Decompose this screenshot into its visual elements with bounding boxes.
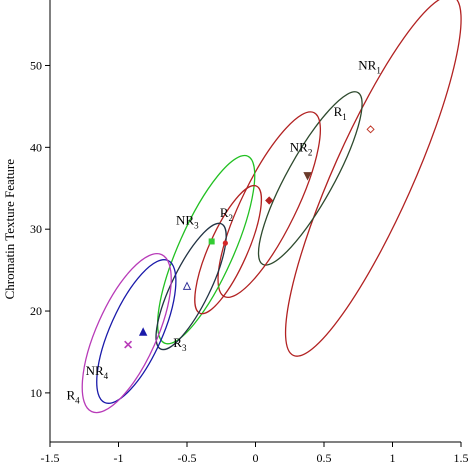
plot-area: NR1 R1 NR2 NR3 R2 R3 NR4 R4: [66, 0, 462, 414]
x-tick-label: -1.5: [41, 451, 60, 465]
group-label-nr4: NR4: [86, 363, 109, 381]
ellipse-nr1: [284, 0, 462, 357]
group-label-r2: R2: [220, 205, 233, 223]
y-tick-label: 20: [30, 304, 42, 318]
mean-marker-r4: [124, 340, 133, 349]
y-axis-title: Chromatin Texture Feature: [2, 159, 17, 300]
group-label-nr1: NR1: [358, 58, 381, 76]
x-tick-label: 0: [253, 451, 259, 465]
ellipse-nr4: [96, 259, 177, 404]
mean-marker-r3: [182, 281, 192, 290]
x-tick-label: 1.5: [454, 451, 469, 465]
x-tick-label: 0.5: [317, 451, 332, 465]
group-label-r1: R1: [334, 104, 347, 122]
y-tick-label: 30: [30, 222, 42, 236]
ellipse-r4: [81, 253, 172, 414]
axes: -1.5 -1 -0.5 0 0.5 1 1.5 10 20 30 40 50: [30, 0, 469, 465]
x-tick-label: 1: [390, 451, 396, 465]
y-tick-label: 50: [30, 58, 42, 72]
mean-marker-r2: [222, 240, 228, 246]
ellipse-nr2: [217, 111, 322, 299]
group-label-nr2: NR2: [290, 139, 313, 157]
mean-marker-nr2: [265, 196, 274, 205]
x-tick-label: -1: [114, 451, 124, 465]
group-label-r3: R3: [173, 335, 187, 353]
mean-marker-stroke: [124, 340, 133, 349]
ellipse-r1: [257, 91, 363, 266]
mean-marker-nr1: [366, 125, 375, 134]
ellipse-r3: [155, 222, 227, 351]
x-tick-label: -0.5: [178, 451, 197, 465]
y-tick-label: 10: [30, 386, 42, 400]
ellipse-r2: [194, 184, 263, 315]
mean-marker-nr3: [208, 238, 215, 245]
mean-marker-r1: [303, 172, 312, 181]
y-tick-label: 40: [30, 140, 42, 154]
ellipse-nr3: [156, 154, 256, 345]
group-label-r4: R4: [66, 387, 80, 405]
mean-marker-nr4: [138, 327, 148, 336]
group-label-nr3: NR3: [176, 212, 199, 230]
